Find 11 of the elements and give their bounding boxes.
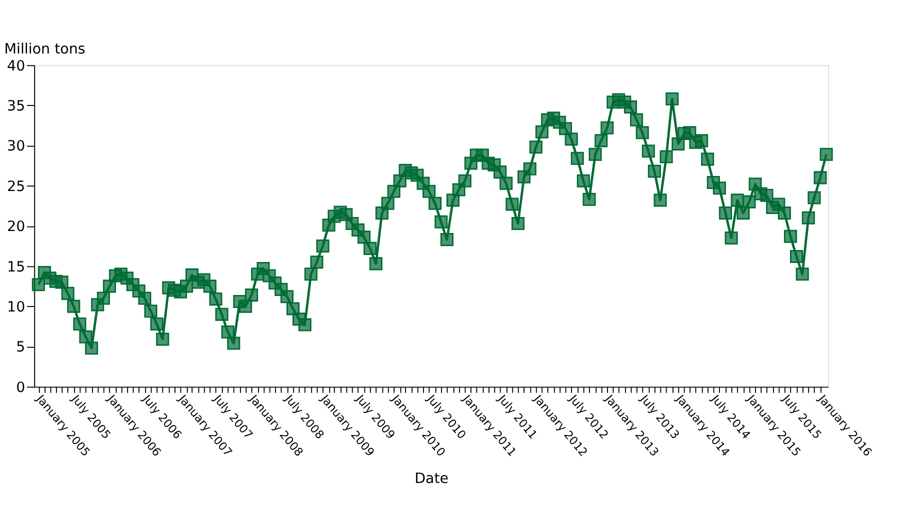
y-axis-title: Million tons bbox=[4, 41, 86, 58]
y-tick-label: 35 bbox=[7, 98, 26, 115]
x-axis-title: Date bbox=[414, 470, 449, 487]
y-tick-label: 0 bbox=[16, 380, 26, 396]
y-tick-label: 40 bbox=[7, 58, 26, 74]
y-tick-label: 15 bbox=[7, 259, 26, 276]
y-tick-label: 20 bbox=[7, 219, 26, 236]
y-tick-label: 10 bbox=[7, 300, 26, 316]
y-tick-label: 5 bbox=[16, 340, 26, 356]
y-tick-label: 30 bbox=[7, 138, 26, 155]
y-tick-label: 25 bbox=[7, 178, 26, 195]
